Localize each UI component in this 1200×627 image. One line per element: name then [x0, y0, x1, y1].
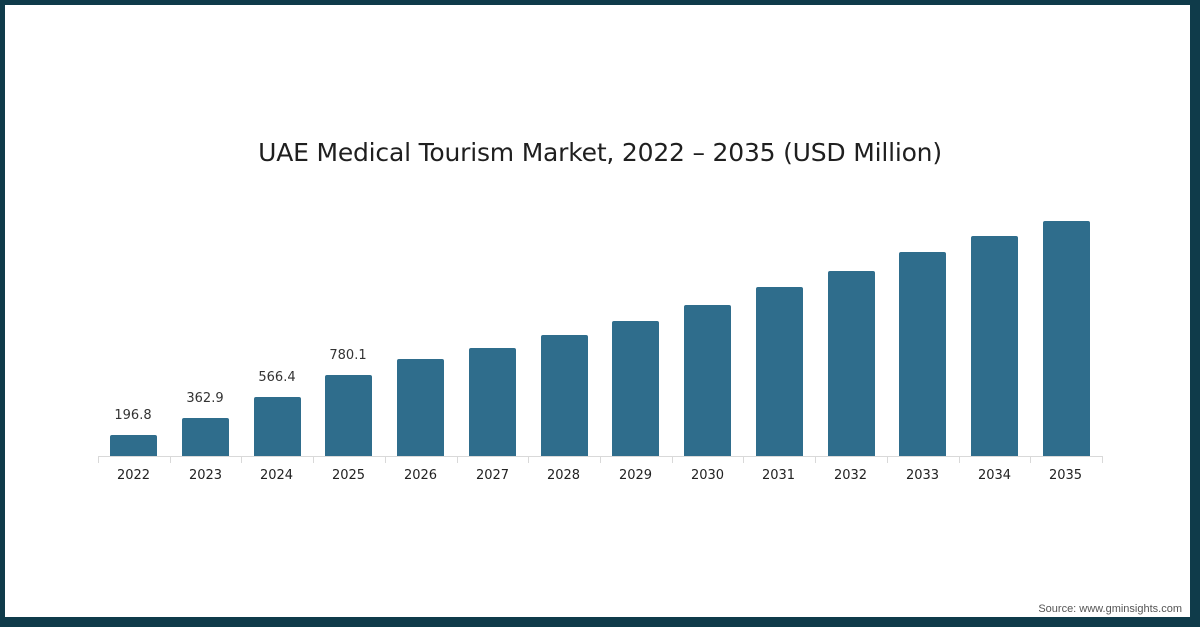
bar-2027[interactable] — [469, 348, 516, 456]
x-axis-tick — [600, 456, 601, 463]
bar-value-label: 566.4 — [258, 370, 296, 385]
x-axis-tick — [959, 456, 960, 463]
x-axis-tick — [98, 456, 99, 463]
x-axis-label: 2026 — [403, 468, 438, 483]
x-axis-tick — [170, 456, 171, 463]
bar-value-label: 362.9 — [186, 391, 224, 406]
bar-2035[interactable] — [1043, 221, 1090, 456]
bar-2032[interactable] — [828, 271, 875, 456]
x-axis-label: 2033 — [905, 468, 940, 483]
bar-2033[interactable] — [899, 252, 946, 456]
bar-2025[interactable] — [325, 375, 372, 456]
bar-2030[interactable] — [684, 305, 731, 456]
bar-2024[interactable] — [254, 397, 301, 456]
x-axis-label: 2029 — [618, 468, 653, 483]
bar-2022[interactable] — [110, 435, 157, 456]
x-axis-tick — [1030, 456, 1031, 463]
bar-2034[interactable] — [971, 236, 1018, 456]
bar-2028[interactable] — [541, 335, 588, 456]
x-axis-tick — [743, 456, 744, 463]
bar-2031[interactable] — [756, 287, 803, 456]
x-axis-label: 2025 — [331, 468, 366, 483]
x-axis-label: 2027 — [475, 468, 510, 483]
x-axis-label: 2034 — [977, 468, 1012, 483]
x-axis-tick — [241, 456, 242, 463]
x-axis-tick — [672, 456, 673, 463]
bar-2026[interactable] — [397, 359, 444, 456]
x-axis-label: 2030 — [690, 468, 725, 483]
bar-value-label: 196.8 — [114, 408, 152, 423]
bar-value-label: 780.1 — [329, 348, 367, 363]
source-note: Source: www.gminsights.com — [1038, 603, 1182, 615]
x-axis-label: 2032 — [833, 468, 868, 483]
x-axis-label: 2028 — [546, 468, 581, 483]
x-axis-label: 2022 — [116, 468, 151, 483]
x-axis-tick — [887, 456, 888, 463]
x-axis-tick — [457, 456, 458, 463]
x-axis-tick — [815, 456, 816, 463]
x-axis-tick — [313, 456, 314, 463]
plot-area: 196.8 2022 362.9 2023 566.4 2024 780.1 2025 2026… — [98, 150, 1103, 490]
x-axis-label: 2023 — [188, 468, 223, 483]
x-axis-tick — [1102, 456, 1103, 463]
x-axis-tick — [528, 456, 529, 463]
chart-title: UAE Medical Tourism Market, 2022 – 2035 … — [258, 138, 942, 167]
x-axis-label: 2035 — [1048, 468, 1083, 483]
x-axis-tick — [385, 456, 386, 463]
bar-2023[interactable] — [182, 418, 229, 456]
x-axis-label: 2031 — [761, 468, 796, 483]
x-axis-label: 2024 — [259, 468, 294, 483]
bar-2029[interactable] — [612, 321, 659, 456]
